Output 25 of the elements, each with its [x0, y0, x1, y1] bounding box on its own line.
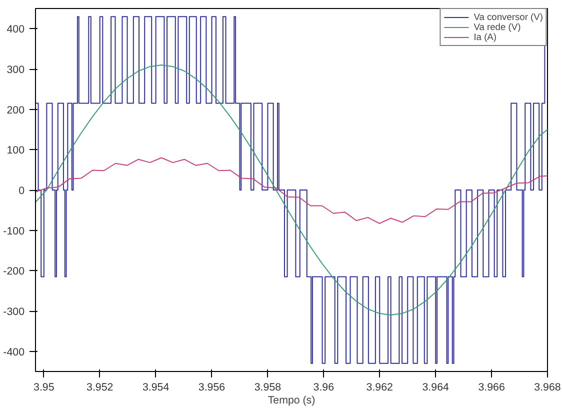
y-tick-label: -300 [3, 306, 25, 318]
y-tick-label: -100 [3, 225, 25, 238]
x-axis-title: Tempo (s) [268, 394, 316, 406]
legend-label: Ia (A) [474, 32, 497, 42]
x-tick-label: 3.968 [534, 382, 561, 394]
x-tick-label: 3.954 [142, 382, 170, 394]
y-tick-label: 400 [6, 24, 25, 36]
y-tick-label: 300 [6, 64, 25, 76]
x-tick-label: 3.95 [34, 382, 54, 394]
y-tick-label: -200 [3, 266, 25, 278]
legend-label: Va conversor (V) [474, 12, 543, 22]
line-series [36, 157, 548, 224]
x-tick-label: 3.962 [366, 382, 394, 394]
x-tick-label: 3.958 [254, 382, 282, 394]
x-tick-label: 3.96 [313, 382, 334, 394]
y-tick-label: 200 [6, 104, 25, 116]
line-series [36, 64, 548, 316]
legend-label: Va rede (V) [474, 22, 521, 32]
x-tick-label: 3.964 [422, 382, 449, 394]
x-tick-label: 3.956 [198, 382, 226, 394]
y-tick-label: 100 [6, 144, 25, 157]
x-tick-label: 3.952 [86, 382, 114, 394]
x-tick-label: 3.966 [478, 382, 505, 394]
y-tick-label: -400 [3, 346, 25, 358]
y-tick-label: 0 [18, 185, 25, 197]
